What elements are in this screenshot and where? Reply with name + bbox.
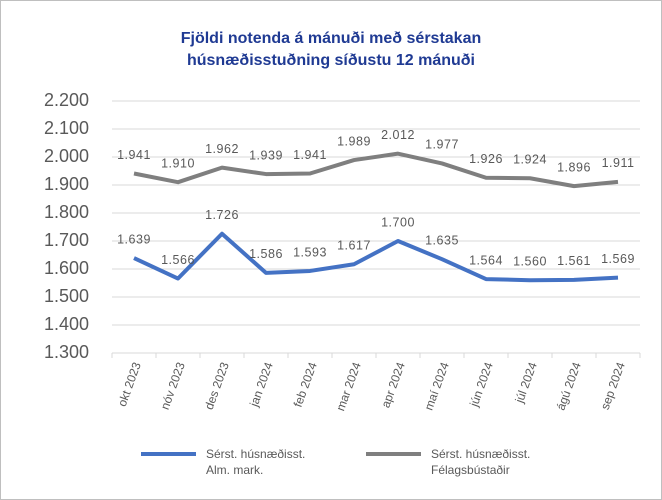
y-tick-label: 1.900 xyxy=(44,174,89,194)
data-label: 1.989 xyxy=(337,134,371,148)
x-tick-label: júl 2024 xyxy=(512,360,540,406)
data-label: 1.924 xyxy=(513,153,547,167)
y-tick-label: 1.700 xyxy=(44,230,89,250)
series-line xyxy=(133,231,619,283)
legend-label: Sérst. húsnæðisst. Alm. mark. xyxy=(206,447,306,477)
x-tick-label: maí 2024 xyxy=(422,360,452,412)
data-label: 1.639 xyxy=(117,232,151,246)
data-label: 1.700 xyxy=(381,215,415,229)
x-tick-label: feb 2024 xyxy=(291,360,320,409)
data-label: 2.012 xyxy=(381,128,415,142)
y-tick-label: 2.200 xyxy=(44,90,89,110)
data-label: 1.566 xyxy=(161,253,195,267)
data-label: 1.617 xyxy=(337,239,371,253)
y-tick-label: 1.800 xyxy=(44,202,89,222)
x-tick-label: jún 2024 xyxy=(467,360,496,409)
chart-title: húsnæðisstuðning síðustu 12 mánuði xyxy=(187,52,475,69)
data-label: 1.560 xyxy=(513,254,547,268)
y-tick-label: 1.400 xyxy=(44,314,89,334)
series-line xyxy=(133,151,619,189)
chart-title: Fjöldi notenda á mánuði með sérstakan xyxy=(181,30,482,47)
data-label: 1.586 xyxy=(249,247,283,261)
x-tick-label: apr 2024 xyxy=(378,360,407,410)
x-tick-label: ágú 2024 xyxy=(554,360,584,412)
data-label: 1.896 xyxy=(557,160,591,174)
data-label: 1.941 xyxy=(117,148,151,162)
y-tick-label: 1.300 xyxy=(44,342,89,362)
x-tick-label: mar 2024 xyxy=(333,360,364,413)
legend-label: Sérst. húsnæðisst. Félagsbústaðir xyxy=(431,447,531,477)
data-label: 1.593 xyxy=(293,245,327,259)
data-label: 1.911 xyxy=(602,156,635,170)
y-tick-label: 1.600 xyxy=(44,258,89,278)
x-tick-label: nóv 2023 xyxy=(158,360,188,411)
data-label: 1.564 xyxy=(469,253,503,267)
data-label: 1.910 xyxy=(161,156,195,170)
y-tick-label: 2.100 xyxy=(44,118,89,138)
x-tick-label: des 2023 xyxy=(202,360,232,411)
x-tick-label: okt 2023 xyxy=(115,360,144,408)
data-label: 1.939 xyxy=(249,148,283,162)
data-label: 1.977 xyxy=(425,138,459,152)
y-tick-label: 1.500 xyxy=(44,286,89,306)
data-label: 1.635 xyxy=(425,233,459,247)
x-tick-label: jan 2024 xyxy=(247,360,276,409)
data-label: 1.569 xyxy=(601,252,635,266)
data-label: 1.926 xyxy=(469,152,503,166)
data-label: 1.561 xyxy=(557,254,591,268)
x-tick-label: sep 2024 xyxy=(598,360,628,411)
data-label: 1.726 xyxy=(205,208,239,222)
y-tick-label: 2.000 xyxy=(44,146,89,166)
data-label: 1.962 xyxy=(205,142,239,156)
data-label: 1.941 xyxy=(293,148,327,162)
